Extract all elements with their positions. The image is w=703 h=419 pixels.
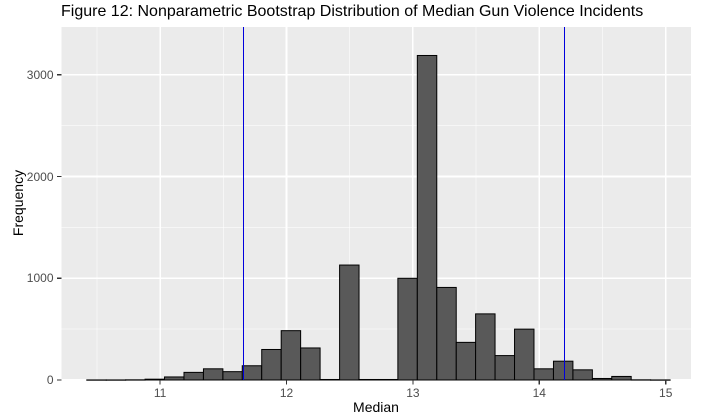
histogram-bar	[611, 375, 632, 381]
y-tick-label: 1000	[26, 271, 54, 286]
histogram-bar	[377, 378, 399, 381]
histogram-bar	[552, 360, 574, 381]
histogram-bar	[514, 328, 535, 381]
histogram-bar	[494, 355, 516, 381]
histogram-bar	[397, 277, 418, 381]
histogram-bar	[339, 264, 360, 381]
histogram-bar	[436, 286, 457, 381]
y-tick-label: 2000	[26, 169, 54, 184]
histogram-bar	[416, 54, 438, 381]
y-tick-label: 0	[46, 373, 54, 387]
histogram-bar	[455, 341, 477, 381]
histogram-bar	[300, 347, 321, 381]
histogram-bar	[164, 376, 185, 381]
histogram-bar	[241, 365, 263, 381]
histogram-bar	[144, 378, 165, 381]
histogram-bar	[202, 368, 224, 381]
histogram-bar	[222, 371, 243, 381]
x-tick-label: 15	[659, 386, 673, 400]
chart-title: Figure 12: Nonparametric Bootstrap Distr…	[61, 3, 644, 20]
histogram-bar	[183, 371, 204, 381]
histogram-bar	[533, 368, 554, 381]
x-tick-label: 11	[153, 386, 167, 400]
plot-panel	[61, 27, 691, 380]
x-tick-label: 14	[532, 386, 546, 400]
histogram-bar	[475, 313, 496, 381]
x-tick-label: 13	[406, 386, 420, 400]
histogram-bar	[319, 378, 341, 381]
x-tick-label: 12	[279, 386, 294, 400]
histogram-bar	[358, 378, 379, 381]
histogram-bar	[572, 369, 593, 381]
histogram-bar	[591, 377, 613, 381]
y-tick-label: 3000	[26, 67, 54, 82]
histogram-bar	[280, 330, 302, 381]
x-axis-title: Median	[353, 399, 399, 415]
histogram-bar	[261, 348, 282, 381]
